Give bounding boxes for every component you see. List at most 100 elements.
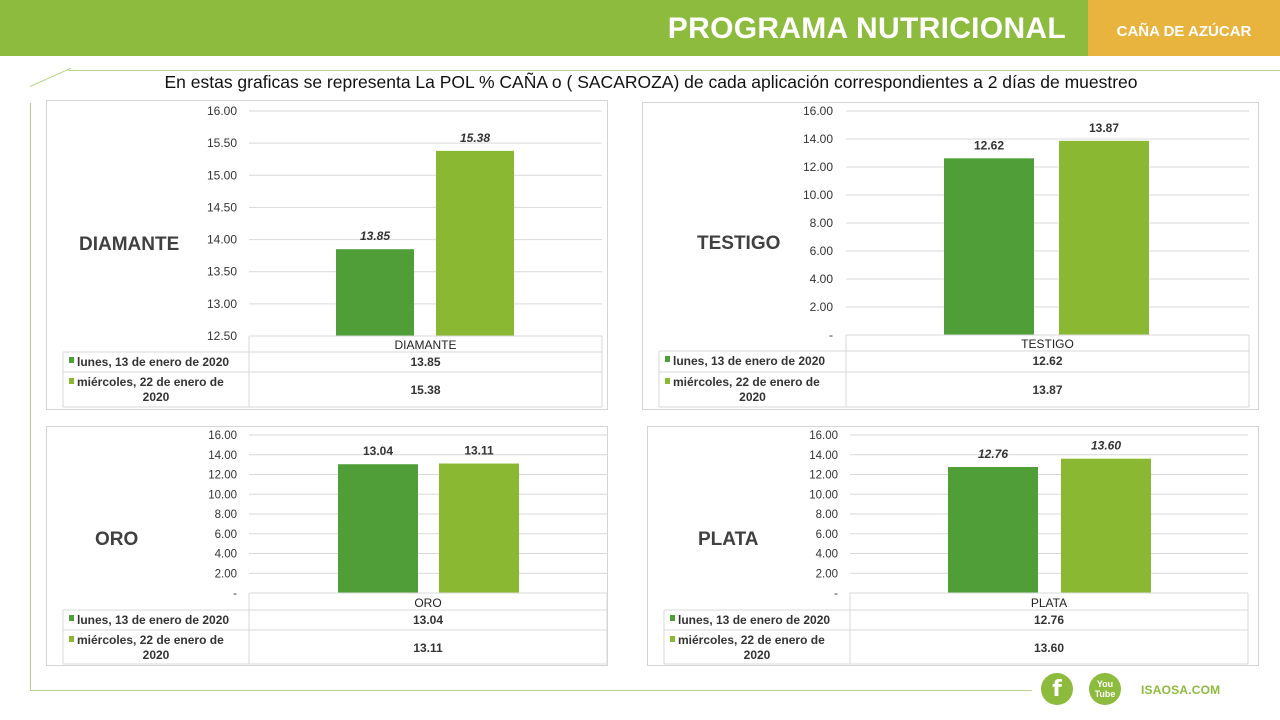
header-bar: PROGRAMA NUTRICIONAL [0,0,1088,56]
legend-miercoles-year: 2020 [143,648,170,662]
legend-miercoles: miércoles, 22 de enero de [77,633,224,647]
data-label: 15.38 [460,131,490,145]
legend-swatch-lunes [69,357,74,363]
y-tick-label: 14.00 [207,233,237,247]
y-tick-label: 6.00 [215,529,237,541]
legend-swatch-miercoles [665,378,670,384]
y-tick-label: 15.50 [207,136,237,150]
y-tick-label: 8.00 [816,509,838,521]
youtube-icon[interactable]: You Tube [1089,673,1121,705]
page-subtitle: En estas graficas se representa La POL %… [164,72,1138,92]
bar-miercoles [1059,140,1149,335]
y-tick-label: 13.50 [207,265,237,279]
chart-label-oro: ORO [95,529,139,550]
y-tick-label: 8.00 [810,216,834,230]
legend-swatch-miercoles [670,636,675,642]
table-value-miercoles: 13.11 [413,641,443,655]
category-label: TESTIGO [1021,337,1074,351]
table-value-miercoles: 13.87 [1032,383,1062,397]
table-value-miercoles: 13.60 [1034,641,1064,655]
y-tick-label: 13.00 [207,297,237,311]
bar-lunes [338,464,418,593]
chart-label-testigo: TESTIGO [697,233,781,254]
y-tick-label: 6.00 [810,244,834,258]
data-label: 13.85 [360,229,390,243]
header-tag: CAÑA DE AZÚCAR [1116,23,1252,40]
legend-miercoles-year: 2020 [143,390,170,404]
legend-miercoles: miércoles, 22 de enero de [673,375,820,389]
chart-testigo: 16.00 14.00 12.00 10.00 8.00 6.00 4.00 2.00 - 12.… [658,104,1250,408]
bar-lunes [944,158,1034,335]
y-tick-label: - [834,588,838,600]
table-value-lunes: 13.04 [413,613,443,627]
bar-lunes [948,466,1038,593]
table-value-miercoles: 15.38 [410,383,440,397]
y-tick-label: 12.00 [208,470,237,482]
y-tick-label: 10.00 [803,188,833,202]
chart-panel-testigo: 16.00 14.00 12.00 10.00 8.00 6.00 4.00 2.00 - 12.… [642,102,1259,410]
y-tick-label: 16.00 [208,430,237,442]
y-tick-label: - [233,588,237,600]
legend-lunes: lunes, 13 de enero de 2020 [678,613,830,627]
bar-miercoles [436,150,514,336]
header-tag-box: CAÑA DE AZÚCAR [1088,0,1280,56]
page-title: PROGRAMA NUTRICIONAL [667,12,1066,45]
y-tick-label: 10.00 [208,489,237,501]
legend-swatch-lunes [69,615,74,621]
y-tick-label: 2.00 [215,568,237,580]
category-label: ORO [414,596,441,610]
y-tick-label: 12.00 [809,470,838,482]
chart-panel-oro: 16.00 14.00 12.00 10.00 8.00 6.00 4.00 2.00 - 13.… [46,426,608,666]
chart-oro: 16.00 14.00 12.00 10.00 8.00 6.00 4.00 2.00 - 13.… [62,430,607,665]
legend-miercoles-year: 2020 [739,390,766,404]
frame-line-top [68,70,1280,71]
legend-miercoles: miércoles, 22 de enero de [77,375,224,389]
data-label: 13.60 [1091,439,1121,453]
frame-line-bottom [30,690,1032,691]
y-tick-label: 8.00 [215,509,237,521]
chart-panel-diamante: 16.00 15.50 15.00 14.50 14.00 13.50 13.00 12.50… [46,100,608,410]
frame-line-left [30,103,31,691]
y-tick-label: 14.00 [208,450,237,462]
legend-swatch-miercoles [69,636,74,642]
y-tick-label: - [829,328,833,342]
legend-lunes: lunes, 13 de enero de 2020 [673,354,825,368]
y-tick-label: 4.00 [816,549,838,561]
facebook-icon[interactable]: f [1041,673,1073,705]
y-tick-label: 2.00 [816,568,838,580]
y-tick-label: 15.00 [207,168,237,182]
table-value-lunes: 13.85 [410,355,440,369]
category-label: DIAMANTE [394,338,456,352]
table-value-lunes: 12.76 [1034,613,1064,627]
y-tick-label: 16.00 [207,104,237,118]
data-label: 13.04 [363,444,393,458]
y-tick-label: 10.00 [809,489,838,501]
data-label: 12.62 [974,138,1004,152]
chart-diamante: 16.00 15.50 15.00 14.50 14.00 13.50 13.00 12.50… [62,104,603,408]
youtube-icon-text-bottom: Tube [1094,689,1116,699]
data-label: 13.87 [1089,121,1119,135]
y-tick-label: 16.00 [809,430,838,442]
y-tick-label: 12.50 [207,329,237,343]
y-tick-label: 14.00 [809,450,838,462]
bar-miercoles [1061,458,1151,593]
data-label: 12.76 [978,447,1008,461]
y-tick-label: 12.00 [803,160,833,174]
y-tick-label: 14.00 [803,132,833,146]
website-link[interactable]: ISAOSA.COM [1141,683,1221,697]
y-tick-label: 4.00 [215,549,237,561]
legend-swatch-miercoles [69,378,74,384]
legend-miercoles: miércoles, 22 de enero de [678,633,825,647]
y-tick-label: 2.00 [810,300,834,314]
bar-lunes [336,249,414,336]
y-tick-label: 16.00 [803,104,833,118]
legend-lunes: lunes, 13 de enero de 2020 [77,355,229,369]
legend-lunes: lunes, 13 de enero de 2020 [77,613,229,627]
data-label: 13.11 [464,444,494,458]
legend-swatch-lunes [665,356,670,362]
youtube-icon-text-top: You [1096,679,1114,689]
chart-label-diamante: DIAMANTE [79,234,180,255]
y-tick-label: 6.00 [816,529,838,541]
y-tick-label: 4.00 [810,272,834,286]
chart-plata: 16.00 14.00 12.00 10.00 8.00 6.00 4.00 2.00 - 12.… [663,430,1249,665]
